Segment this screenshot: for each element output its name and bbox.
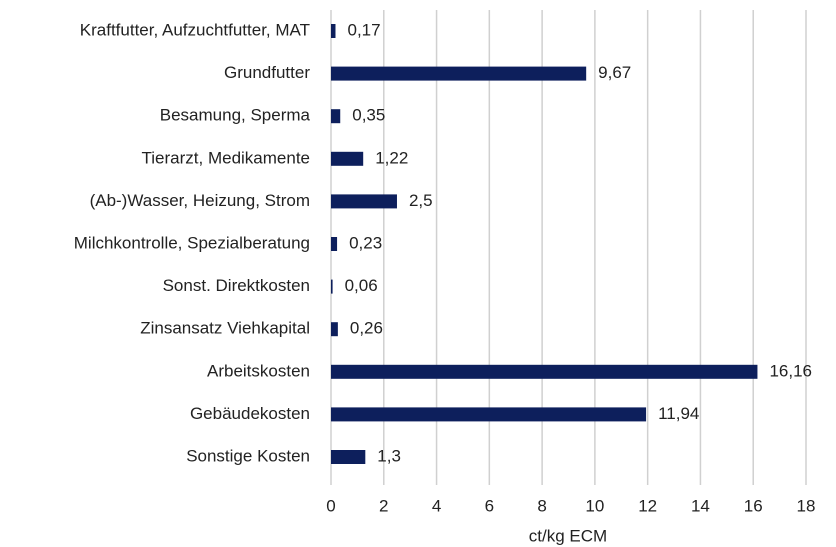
x-axis-label: ct/kg ECM (529, 526, 607, 545)
y-tick-label: Zinsansatz Viehkapital (140, 319, 310, 338)
bar (331, 407, 647, 422)
data-label: 11,94 (658, 404, 699, 423)
x-tick-label: 18 (797, 496, 816, 515)
y-tick-label: Milchkontrolle, Spezialberatung (74, 233, 310, 252)
bar (331, 24, 336, 38)
x-tick-label: 4 (432, 496, 441, 515)
bar (331, 450, 366, 464)
y-tick-label: (Ab-)Wasser, Heizung, Strom (90, 191, 310, 210)
x-tick-label: 0 (326, 496, 335, 515)
data-label: 0,17 (347, 20, 380, 39)
bar (331, 279, 333, 294)
bar (331, 151, 364, 166)
x-tick-label: 2 (379, 496, 388, 515)
x-tick-label: 16 (744, 496, 763, 515)
data-label: 0,26 (350, 319, 383, 338)
bar (331, 364, 758, 379)
data-label: 9,67 (598, 63, 631, 82)
data-label: 0,06 (345, 276, 378, 295)
x-tick-label: 6 (485, 496, 494, 515)
y-tick-label: Grundfutter (224, 63, 310, 82)
y-tick-label: Arbeitskosten (207, 361, 310, 380)
y-tick-label: Sonst. Direktkosten (163, 276, 310, 295)
bar (331, 237, 338, 251)
data-label: 0,35 (352, 106, 385, 125)
data-label: 1,22 (375, 148, 408, 167)
data-label: 16,16 (769, 361, 812, 380)
bar (331, 322, 338, 337)
x-tick-label: 10 (585, 496, 604, 515)
y-tick-label: Gebäudekosten (190, 404, 310, 423)
bar (331, 109, 341, 124)
data-label: 0,23 (349, 233, 382, 252)
bar (331, 66, 587, 81)
bar (331, 194, 397, 209)
x-tick-label: 12 (638, 496, 657, 515)
y-tick-label: Tierarzt, Medikamente (142, 148, 310, 167)
x-tick-label: 14 (691, 496, 710, 515)
x-tick-label: 8 (537, 496, 546, 515)
data-label: 2,5 (409, 191, 433, 210)
y-tick-label: Kraftfutter, Aufzuchtfutter, MAT (80, 20, 310, 39)
y-tick-label: Besamung, Sperma (160, 106, 311, 125)
data-label: 1,3 (377, 446, 401, 465)
y-tick-label: Sonstige Kosten (186, 446, 310, 465)
